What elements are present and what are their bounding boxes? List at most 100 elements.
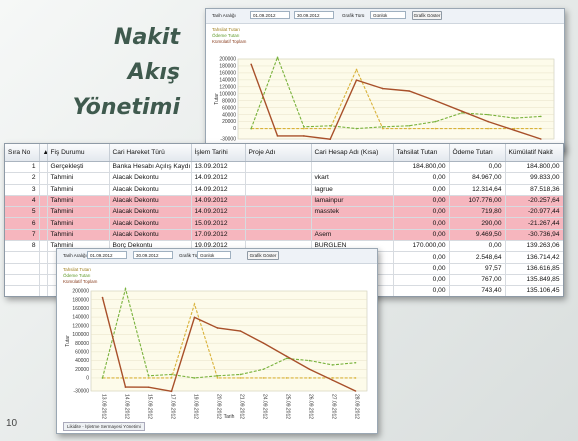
data-point <box>216 327 219 329</box>
table-cell <box>39 285 48 296</box>
x-tick-label: 27.09.2012 <box>331 394 337 419</box>
table-cell: 135.849,85 <box>505 274 563 287</box>
data-point <box>250 63 252 66</box>
y-tick-label: 100000 <box>72 332 89 338</box>
table-cell: 17.09.2012 <box>191 229 246 242</box>
data-point <box>513 129 516 132</box>
table-cell <box>39 195 48 208</box>
data-point <box>355 79 358 81</box>
data-point <box>262 368 265 371</box>
table-cell: 8 <box>5 240 40 253</box>
data-point <box>101 377 104 379</box>
column-header[interactable]: Sıra No <box>5 144 40 162</box>
y-tick-label: 180000 <box>72 297 89 303</box>
table-cell: Tahmini <box>47 229 110 242</box>
table-cell: 14.09.2012 <box>191 195 246 208</box>
column-header[interactable]: Fiş Durumu <box>47 144 110 162</box>
table-row[interactable]: 3 Tahmini Alacak Dekontu 14.09.2012 lagrue 0,… <box>5 184 563 196</box>
chart-type-label: Grafik Türü <box>342 13 365 18</box>
column-header[interactable]: Tahsilat Tutarı <box>393 144 450 162</box>
data-point <box>487 120 489 123</box>
table-cell: 14.09.2012 <box>191 172 246 185</box>
table-cell <box>39 206 48 219</box>
column-header[interactable]: Cari Hareket Türü <box>109 144 192 162</box>
table-cell: Tahmini <box>47 217 110 230</box>
table-cell: 12.314,64 <box>449 184 506 196</box>
data-point <box>487 127 489 130</box>
column-header[interactable]: ▲ <box>39 144 48 162</box>
table-cell: Alacak Dekontu <box>109 195 192 208</box>
table-cell <box>5 285 40 296</box>
data-point <box>262 377 265 379</box>
top-chart-toolbar: Tarih Aralığı 01.09.2012 30.09.2012 Graf… <box>206 9 564 24</box>
data-point <box>434 120 437 123</box>
table-cell: 99.833,00 <box>505 172 563 185</box>
table-cell <box>311 217 394 230</box>
y-tick-label: 0 <box>233 126 236 132</box>
table-cell <box>39 161 48 174</box>
column-header[interactable]: Proje Adı <box>245 144 312 162</box>
table-cell: -20.257,64 <box>505 195 563 208</box>
data-point <box>331 377 334 379</box>
table-cell: 170.000,00 <box>393 240 450 253</box>
column-header[interactable]: İşlem Tarihi <box>191 144 246 162</box>
data-point <box>303 135 305 137</box>
chart-type-select[interactable]: Günlük <box>370 11 406 19</box>
data-point <box>308 377 311 379</box>
data-point <box>408 124 410 127</box>
top-line-chart: -300000200004000060000800001000001200001… <box>214 55 555 143</box>
data-point <box>354 390 357 392</box>
table-cell: 0,00 <box>393 285 450 296</box>
table-cell: Alacak Dekontu <box>109 184 192 196</box>
y-tick-label: 120000 <box>72 323 89 329</box>
x-tick-label: 20.09.2012 <box>216 394 222 419</box>
table-cell: 0,00 <box>393 206 450 219</box>
date-range-label: Tarih Aralığı <box>63 253 87 258</box>
data-point <box>124 288 127 290</box>
table-row[interactable]: 1 Gerçekleşti Banka Hesabı Açılış Kaydı 13.… <box>5 161 563 174</box>
data-point <box>382 87 384 90</box>
sheet-tab[interactable]: Likidite - İşletme Sermayesi Yönetimi <box>63 422 145 431</box>
table-cell: Alacak Dekontu <box>109 229 192 242</box>
series-line-tahsilat <box>102 302 356 379</box>
y-tick-label: 60000 <box>75 349 89 355</box>
table-row[interactable]: 7 Tahmini Alacak Dekontu 17.09.2012 Asem 0,00… <box>5 229 563 242</box>
table-cell: 87.518,36 <box>505 184 563 196</box>
column-header[interactable]: Ödeme Tutarı <box>449 144 506 162</box>
date-from-field[interactable]: 01.09.2012 <box>87 251 127 259</box>
y-tick-label: 40000 <box>75 358 89 364</box>
data-point <box>170 390 173 393</box>
y-tick-label: 120000 <box>219 84 236 90</box>
table-cell: Banka Hesabı Açılış Kaydı <box>109 161 192 174</box>
x-tick-label: 28.09.2012 <box>354 394 360 419</box>
title-line-3: Yönetimi <box>72 95 180 120</box>
series-line-kumulatif <box>250 64 542 141</box>
y-tick-label: -30000 <box>220 137 236 143</box>
table-cell: Tahmini <box>47 184 110 196</box>
table-cell: Alacak Dekontu <box>109 172 192 185</box>
column-header[interactable]: Cari Hesap Adı (Kısa) <box>311 144 394 162</box>
table-row[interactable]: 6 Tahmini Alacak Dekontu 15.09.2012 0,00 290,… <box>5 217 563 230</box>
data-point <box>193 303 196 305</box>
date-to-field[interactable]: 30.09.2012 <box>133 251 173 259</box>
table-cell: Alacak Dekontu <box>109 206 192 219</box>
table-cell: 4 <box>5 195 40 208</box>
show-chart-button[interactable]: Grafik Göster <box>412 11 442 20</box>
table-row[interactable]: 5 Tahmini Alacak Dekontu 14.09.2012 masstek 0… <box>5 206 563 219</box>
legend-tahsilat: Tahsilat Tutarı <box>63 267 92 272</box>
data-point <box>434 99 437 102</box>
table-cell <box>245 184 312 196</box>
table-cell <box>39 184 48 196</box>
y-tick-label: 200000 <box>219 57 236 63</box>
table-row[interactable]: 2 Tahmini Alacak Dekontu 14.09.2012 vkart 0,0… <box>5 172 563 185</box>
data-point <box>285 377 288 379</box>
chart-type-select[interactable]: Günlük <box>197 251 231 259</box>
date-from-field[interactable]: 01.09.2012 <box>250 11 290 19</box>
top-chart-legend: Tahsilat Tutarı Ödeme Tutarı Kümülatif T… <box>212 27 246 45</box>
table-row[interactable]: 4 Tahmini Alacak Dekontu 14.09.2012 lamainpu… <box>5 195 563 208</box>
show-chart-button[interactable]: Grafik Göster <box>247 251 279 260</box>
table-cell: 184.800,00 <box>393 161 450 174</box>
date-to-field[interactable]: 30.09.2012 <box>294 11 334 19</box>
x-tick-label: 14.09.2012 <box>124 394 130 419</box>
column-header[interactable]: Kümülatif Nakit <box>505 144 563 162</box>
